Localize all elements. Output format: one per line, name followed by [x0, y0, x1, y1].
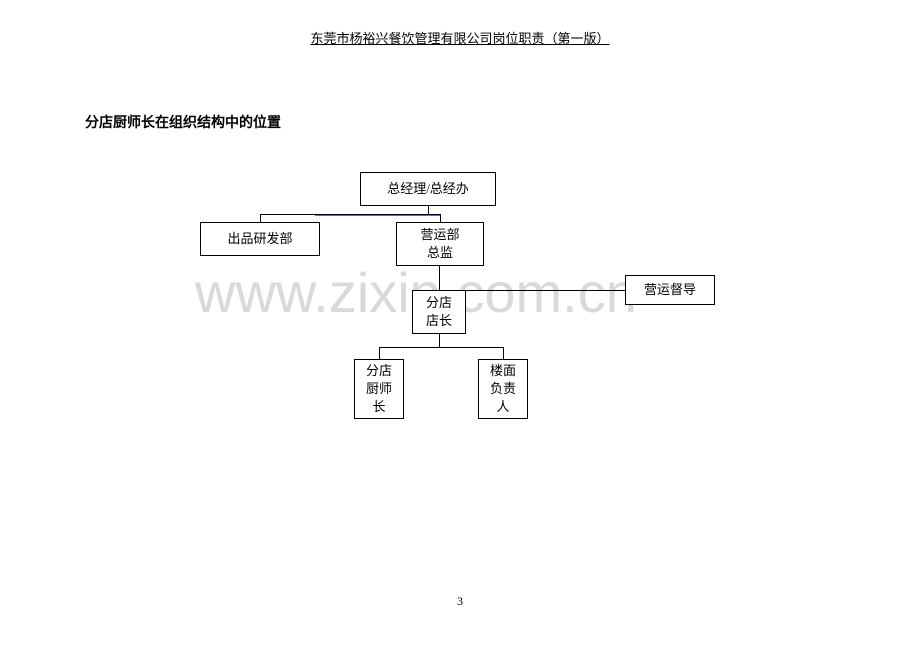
node-head-chef: 分店 厨师 长	[354, 359, 404, 419]
node-label: 营运部 总监	[420, 226, 459, 262]
edge-line-blue	[315, 215, 440, 216]
node-floor-manager: 楼面 负责 人	[478, 359, 528, 419]
edge-line	[439, 334, 440, 347]
edge-line	[466, 290, 625, 291]
node-operations-director: 营运部 总监	[396, 222, 484, 266]
node-general-manager: 总经理/总经办	[360, 172, 496, 206]
node-label: 分店 厨师 长	[366, 362, 392, 417]
node-label: 总经理/总经办	[387, 180, 469, 198]
edge-line	[379, 347, 380, 359]
page-number: 3	[457, 594, 463, 609]
edge-line	[260, 214, 261, 222]
node-rd-dept: 出品研发部	[200, 222, 320, 256]
edge-line	[439, 266, 440, 290]
node-supervisor: 营运督导	[625, 275, 715, 305]
org-chart: www.zixin.com.cn 总经理/总经办 出品研发部 营运部 总监 分店…	[0, 0, 920, 651]
edge-line	[503, 347, 504, 359]
node-label: 营运督导	[644, 281, 696, 299]
node-branch-manager: 分店 店长	[412, 290, 466, 334]
node-label: 出品研发部	[227, 230, 292, 248]
edge-line	[428, 206, 429, 214]
node-label: 分店 店长	[426, 294, 452, 330]
edge-line	[379, 347, 503, 348]
edge-line	[440, 214, 441, 222]
node-label: 楼面 负责 人	[490, 362, 516, 417]
